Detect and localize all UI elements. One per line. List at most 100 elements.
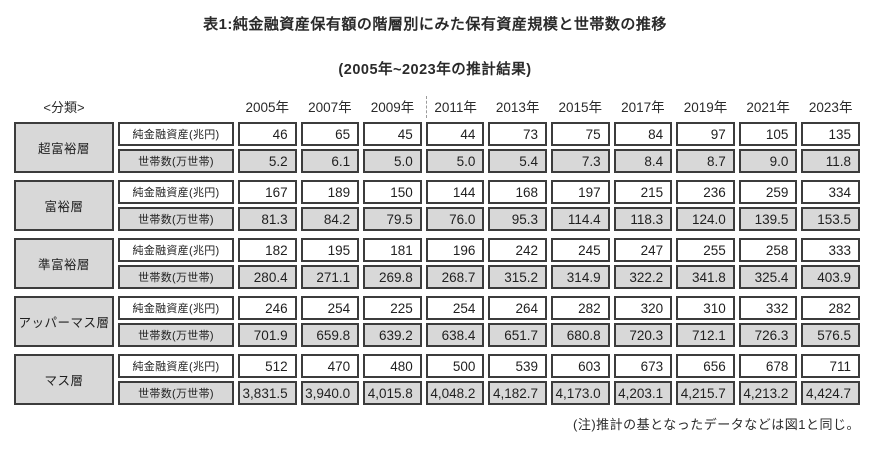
asset-value-cell: 45 <box>363 122 422 146</box>
asset-value-cell: 603 <box>550 354 610 378</box>
asset-value-cell: 215 <box>613 180 673 204</box>
page-subtitle: (2005年~2023年の推計結果) <box>338 62 532 78</box>
household-value-cell: 3,940.0 <box>300 381 360 405</box>
asset-value-cell: 254 <box>425 296 485 320</box>
household-value-cell: 314.9 <box>550 265 610 289</box>
asset-value-cell: 333 <box>801 238 860 262</box>
household-value-cell: 651.7 <box>488 323 547 347</box>
tier-label-cell: マス層 <box>14 354 114 405</box>
household-value-cell: 712.1 <box>676 323 735 347</box>
asset-value-cell: 673 <box>613 354 673 378</box>
household-value-cell: 139.5 <box>738 207 798 231</box>
asset-value-cell: 196 <box>425 238 485 262</box>
asset-value-cell: 182 <box>238 238 297 262</box>
asset-value-cell: 242 <box>488 238 547 262</box>
tier-group-row: マス層 純金融資産(兆円) 512 470 480 500 539 603 673 656 678 7… <box>14 354 860 405</box>
household-value-cell: 4,424.7 <box>801 381 860 405</box>
asset-value-cell: 97 <box>676 122 735 146</box>
asset-value-cell: 247 <box>613 238 673 262</box>
household-value-cell: 5.0 <box>425 149 485 173</box>
household-value-cell: 76.0 <box>425 207 485 231</box>
year-header: 2017年 <box>621 100 665 115</box>
asset-value-cell: 168 <box>488 180 547 204</box>
year-header: 2013年 <box>495 100 540 115</box>
household-value-cell: 403.9 <box>801 265 860 289</box>
household-value-cell: 680.8 <box>550 323 610 347</box>
household-value-cell: 5.4 <box>488 149 547 173</box>
household-value-cell: 81.3 <box>238 207 297 231</box>
household-value-cell: 3,831.5 <box>238 381 297 405</box>
asset-value-cell: 245 <box>550 238 610 262</box>
household-value-cell: 4,015.8 <box>363 381 422 405</box>
household-value-cell: 6.1 <box>300 149 360 173</box>
year-header: 2007年 <box>308 100 352 115</box>
asset-value-cell: 246 <box>238 296 297 320</box>
asset-value-cell: 84 <box>613 122 673 146</box>
household-value-cell: 4,173.0 <box>550 381 610 405</box>
household-value-cell: 153.5 <box>801 207 860 231</box>
household-value-cell: 118.3 <box>613 207 673 231</box>
asset-value-cell: 500 <box>425 354 485 378</box>
asset-value-cell: 282 <box>801 296 860 320</box>
asset-value-cell: 539 <box>488 354 547 378</box>
household-value-cell: 5.0 <box>363 149 422 173</box>
asset-value-cell: 195 <box>300 238 360 262</box>
asset-value-cell: 46 <box>238 122 297 146</box>
household-value-cell: 576.5 <box>801 323 860 347</box>
asset-value-cell: 181 <box>363 238 422 262</box>
tier-group-row: 富裕層 純金融資産(兆円) 167 189 150 144 168 197 215 236 259 3… <box>14 180 860 231</box>
asset-value-cell: 512 <box>238 354 297 378</box>
tier-group-row: アッパーマス層 純金融資産(兆円) 246 254 225 254 264 282 320 310… <box>14 296 860 347</box>
household-value-cell: 124.0 <box>676 207 735 231</box>
household-value-cell: 639.2 <box>363 323 422 347</box>
year-header: 2019年 <box>683 100 728 115</box>
year-header-row: <分類> 2005年 2007年 2009年 2011年 2013年 2015年 2017年… <box>14 96 860 118</box>
household-value-cell: 5.2 <box>238 149 297 173</box>
asset-value-cell: 259 <box>738 180 798 204</box>
table-groups: 超富裕層 純金融資産(兆円) 46 65 45 44 73 75 84 97 105 135 世帯数(万… <box>14 122 860 405</box>
households-row-label: 世帯数(万世帯) <box>118 149 234 173</box>
year-header: 2005年 <box>245 100 290 115</box>
household-value-cell: 659.8 <box>300 323 360 347</box>
household-value-cell: 701.9 <box>238 323 297 347</box>
household-value-cell: 720.3 <box>613 323 673 347</box>
household-value-cell: 4,182.7 <box>488 381 547 405</box>
footnote: (注)推計の基となったデータなどは図1と同じ。 <box>573 417 860 432</box>
household-value-cell: 8.7 <box>676 149 735 173</box>
asset-value-cell: 236 <box>676 180 735 204</box>
asset-value-cell: 334 <box>801 180 860 204</box>
tier-label-cell: 準富裕層 <box>14 238 114 289</box>
asset-value-cell: 264 <box>488 296 547 320</box>
households-row-label: 世帯数(万世帯) <box>118 381 234 405</box>
household-value-cell: 322.2 <box>613 265 673 289</box>
asset-value-cell: 470 <box>300 354 360 378</box>
household-value-cell: 4,203.1 <box>613 381 673 405</box>
year-header: 2011年 <box>425 96 485 118</box>
asset-value-cell: 678 <box>738 354 798 378</box>
household-value-cell: 315.2 <box>488 265 547 289</box>
household-value-cell: 95.3 <box>488 207 547 231</box>
asset-value-cell: 44 <box>425 122 485 146</box>
household-value-cell: 8.4 <box>613 149 673 173</box>
household-value-cell: 9.0 <box>738 149 798 173</box>
tier-label-cell: 超富裕層 <box>14 122 114 173</box>
tier-label-cell: アッパーマス層 <box>14 296 114 347</box>
asset-value-cell: 167 <box>238 180 297 204</box>
assets-row-label: 純金融資産(兆円) <box>118 122 234 146</box>
household-value-cell: 4,213.2 <box>738 381 798 405</box>
asset-value-cell: 310 <box>676 296 735 320</box>
year-header: 2023年 <box>808 100 853 115</box>
asset-value-cell: 711 <box>801 354 860 378</box>
asset-value-cell: 255 <box>676 238 735 262</box>
asset-value-cell: 656 <box>676 354 735 378</box>
household-value-cell: 79.5 <box>363 207 422 231</box>
household-value-cell: 280.4 <box>238 265 297 289</box>
household-value-cell: 325.4 <box>738 265 798 289</box>
asset-value-cell: 135 <box>801 122 860 146</box>
asset-value-cell: 480 <box>363 354 422 378</box>
asset-value-cell: 73 <box>488 122 547 146</box>
tier-label-cell: 富裕層 <box>14 180 114 231</box>
asset-value-cell: 150 <box>363 180 422 204</box>
household-value-cell: 638.4 <box>425 323 485 347</box>
household-value-cell: 271.1 <box>300 265 360 289</box>
